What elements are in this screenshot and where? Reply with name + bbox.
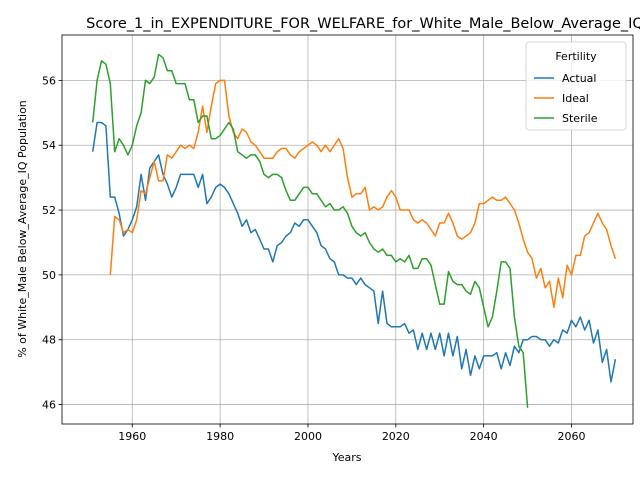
y-tick-label: 50: [42, 269, 56, 282]
series-line-sterile: [91, 53, 529, 408]
plot-frame: [61, 34, 634, 425]
x-tick-label: 2020: [382, 430, 410, 443]
y-tick-label: 52: [42, 204, 56, 217]
x-tick-label: 2000: [294, 430, 322, 443]
legend-label-sterile: Sterile: [562, 112, 598, 125]
y-tick-label: 54: [42, 139, 56, 152]
y-tick-label: 56: [42, 74, 56, 87]
y-axis-label: % of White_Male Below_Average_IQ Populat…: [16, 100, 29, 358]
x-axis-ticks: 1960 1980 2000 2020 2040 2060: [118, 424, 586, 443]
legend-label-ideal: Ideal: [562, 92, 589, 105]
x-tick-label: 2040: [470, 430, 498, 443]
series-line-ideal: [109, 79, 617, 309]
y-tick-label: 48: [42, 334, 56, 347]
series-line-actual: [91, 121, 617, 383]
x-tick-label: 1960: [118, 430, 146, 443]
legend-title: Fertility: [555, 50, 597, 63]
legend-box: [525, 41, 627, 131]
y-axis-ticks: 46 48 50 52 54 56: [42, 74, 62, 412]
series-lines: [91, 53, 617, 408]
legend-label-actual: Actual: [562, 72, 596, 85]
x-tick-label: 1980: [206, 430, 234, 443]
x-axis-label: Years: [331, 451, 361, 464]
grid-lines: [62, 35, 633, 424]
y-tick-label: 46: [42, 399, 56, 412]
legend: Fertility Actual Ideal Sterile: [525, 41, 627, 131]
x-tick-label: 2060: [558, 430, 586, 443]
chart-title: Score_1_in_EXPENDITURE_FOR_WELFARE_for_W…: [86, 16, 640, 32]
